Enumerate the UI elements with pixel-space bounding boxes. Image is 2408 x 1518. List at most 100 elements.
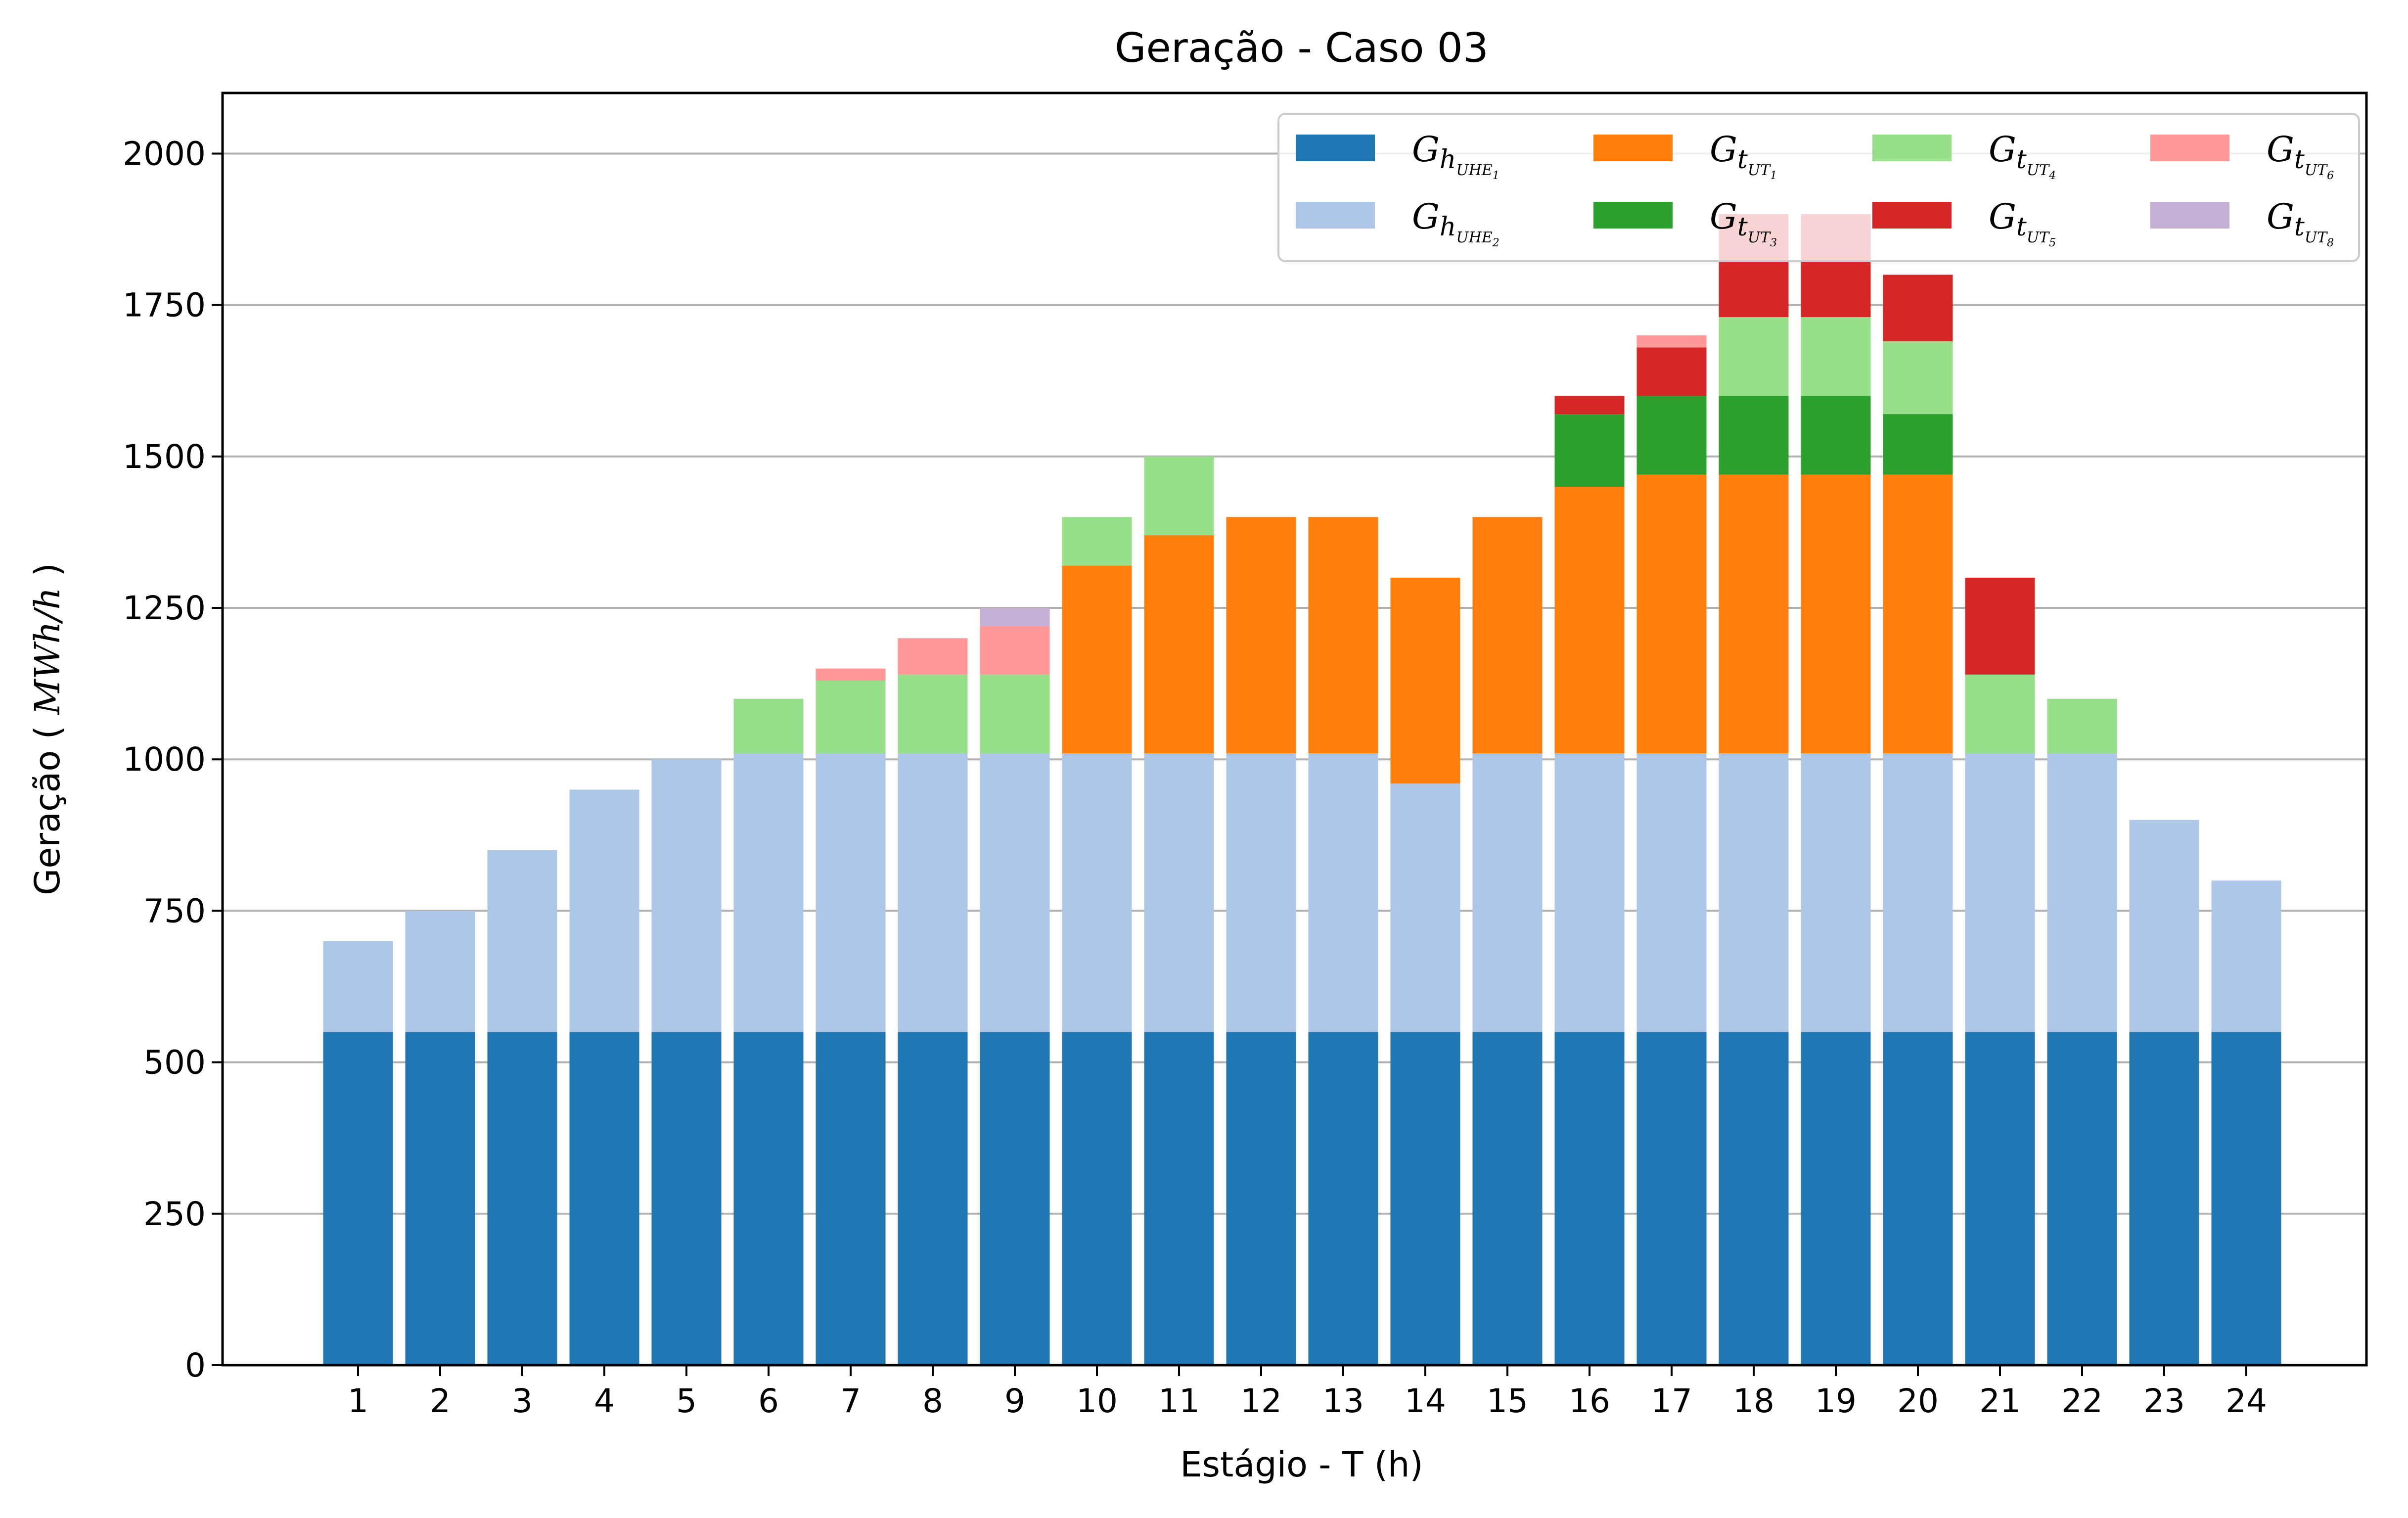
bar-segment-ut5-16: [1554, 396, 1625, 414]
bar-segment-ut5-17: [1636, 347, 1707, 396]
legend-label: GhUHE2: [1412, 196, 1499, 249]
legend: GhUHE1 GhUHE2 GtUT1 GtUT3 GtUT4 GtUT5 GtUT6 GtU…: [1277, 113, 2360, 262]
bar-segment-uhe1-14: [1390, 1032, 1460, 1365]
bar-segment-ut4-21: [1965, 674, 2035, 753]
legend-label: GhUHE1: [1412, 129, 1499, 182]
bar-segment-uhe2-14: [1390, 783, 1460, 1032]
bar-segment-ut4-9: [980, 674, 1050, 753]
bar-segment-ut4-11: [1144, 456, 1214, 536]
bar-segment-ut4-19: [1801, 317, 1871, 396]
y-tick-label: 250: [143, 1195, 206, 1233]
x-tick-label: 4: [594, 1382, 615, 1420]
y-axis-label: Geração ( MWh/h ): [27, 563, 68, 895]
bar-segment-uhe2-7: [816, 753, 886, 1032]
x-tick-label: 5: [676, 1382, 697, 1420]
bar-segment-uhe2-9: [980, 753, 1050, 1032]
y-axis-label-close-paren: ): [27, 563, 68, 576]
bar-segment-ut3-17: [1636, 396, 1707, 475]
bar-segment-ut4-18: [1719, 317, 1789, 396]
bar-segment-uhe2-3: [487, 850, 557, 1032]
bar-segment-ut1-11: [1144, 535, 1214, 753]
bar-segment-ut1-13: [1308, 517, 1378, 753]
x-tick-label: 23: [2143, 1382, 2185, 1420]
x-tick-label: 10: [1076, 1382, 1118, 1420]
x-tick-label: 19: [1815, 1382, 1857, 1420]
x-axis-label: Estágio - T (h): [1180, 1444, 1423, 1485]
x-tick-label: 14: [1405, 1382, 1446, 1420]
bar-segment-ut1-16: [1554, 487, 1625, 753]
y-tick-label: 500: [143, 1044, 206, 1082]
legend-label: GtUT5: [1989, 196, 2056, 249]
bar-segment-uhe1-3: [487, 1032, 557, 1365]
bar-segment-uhe2-6: [733, 753, 804, 1032]
y-axis: 0 250 500 750 1000 1250 1500 1750 2000: [123, 135, 223, 1384]
legend-swatch: [1872, 135, 1952, 161]
legend-swatch: [2150, 202, 2229, 229]
bar-segment-uhe1-9: [980, 1032, 1050, 1365]
legend-label: GtUT6: [2267, 129, 2334, 182]
bar-segment-uhe1-7: [816, 1032, 886, 1365]
bar-segment-uhe2-2: [405, 911, 475, 1032]
legend-entry-ut1: GtUT1: [1593, 129, 1777, 182]
bar-segment-ut1-15: [1472, 517, 1543, 753]
bar-segment-uhe1-13: [1308, 1032, 1378, 1365]
bar-segment-ut6-8: [898, 638, 968, 675]
x-tick-label: 9: [1004, 1382, 1025, 1420]
plot-frame: [221, 92, 2368, 1367]
bar-segment-uhe2-20: [1883, 753, 1953, 1032]
bar-segment-uhe2-18: [1719, 753, 1789, 1032]
y-tick-label: 0: [185, 1346, 206, 1384]
bar-segment-uhe1-19: [1801, 1032, 1871, 1365]
legend-entry-ut5: GtUT5: [1872, 196, 2056, 249]
x-tick-label: 22: [2061, 1382, 2103, 1420]
x-tick-label: 16: [1569, 1382, 1610, 1420]
legend-entry-ut3: GtUT3: [1593, 196, 1777, 249]
legend-swatch: [1296, 202, 1375, 229]
bar-segment-ut1-14: [1390, 577, 1460, 784]
bar-segment-ut1-17: [1636, 474, 1707, 753]
x-axis: 1 2 3 4 5 6 7 8 9 10 11 12 13 14 15 16 17 18 19 20 21 22 23 24: [348, 1365, 2267, 1420]
legend-swatch: [1593, 135, 1673, 161]
legend-label: GtUT3: [1710, 196, 1777, 249]
x-tick-label: 12: [1240, 1382, 1282, 1420]
y-tick-label: 750: [143, 892, 206, 930]
legend-entry-ut8: GtUT8: [2150, 196, 2334, 249]
bar-segment-ut4-8: [898, 674, 968, 753]
legend-entry-uhe2: GhUHE2: [1296, 196, 1499, 249]
legend-label: GtUT4: [1989, 129, 2056, 182]
bar-segment-uhe2-22: [2047, 753, 2117, 1032]
y-tick-label: 1250: [123, 589, 206, 627]
legend-label: GtUT1: [1710, 129, 1777, 182]
bar-segment-uhe1-2: [405, 1032, 475, 1365]
bar-segment-uhe1-17: [1636, 1032, 1707, 1365]
bar-segment-uhe2-11: [1144, 753, 1214, 1032]
bar-segment-uhe1-16: [1554, 1032, 1625, 1365]
bar-segment-ut8-9: [980, 608, 1050, 626]
bar-segment-uhe1-15: [1472, 1032, 1543, 1365]
legend-label: GtUT8: [2267, 196, 2334, 249]
bar-segment-uhe2-5: [651, 759, 722, 1032]
bar-segment-ut4-7: [816, 681, 886, 753]
legend-swatch: [1593, 202, 1673, 229]
bar-segment-ut3-18: [1719, 396, 1789, 475]
bar-segment-ut6-17: [1636, 335, 1707, 348]
bar-segment-ut1-12: [1226, 517, 1296, 753]
y-tick-label: 1750: [123, 286, 206, 324]
bar-segment-ut5-21: [1965, 577, 2035, 675]
bar-segment-uhe2-15: [1472, 753, 1543, 1032]
bar-segment-uhe2-19: [1801, 753, 1871, 1032]
bar-segment-uhe1-12: [1226, 1032, 1296, 1365]
bar-segment-uhe1-23: [2129, 1032, 2199, 1365]
bar-segment-ut3-19: [1801, 396, 1871, 475]
legend-entry-uhe1: GhUHE1: [1296, 129, 1499, 182]
bar-segment-uhe1-5: [651, 1032, 722, 1365]
bar-segment-ut1-10: [1062, 565, 1132, 753]
bar-segment-uhe1-21: [1965, 1032, 2035, 1365]
bar-segment-uhe1-22: [2047, 1032, 2117, 1365]
x-tick-label: 2: [430, 1382, 451, 1420]
bar-segment-uhe2-1: [323, 941, 393, 1032]
bar-segment-uhe2-17: [1636, 753, 1707, 1032]
bar-segment-uhe1-1: [323, 1032, 393, 1365]
x-tick-label: 21: [1979, 1382, 2021, 1420]
